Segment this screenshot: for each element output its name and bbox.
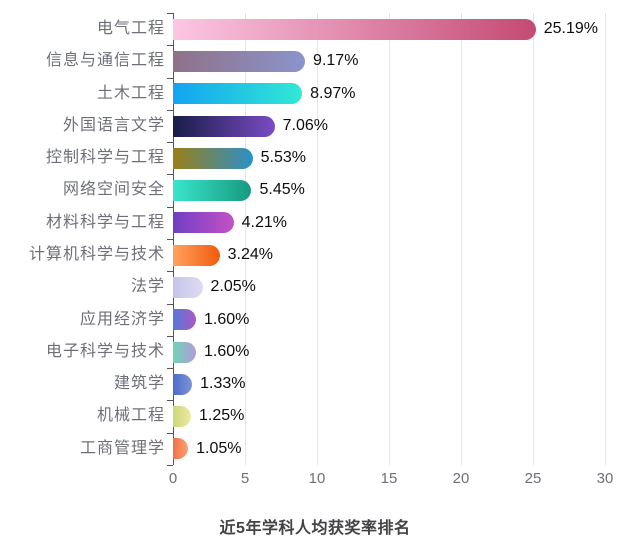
value-label: 8.97% [310,84,356,102]
category-label: 计算机科学与技术 [28,246,165,263]
y-axis-tick [167,432,173,434]
bar-8[interactable] [173,244,220,266]
plot-area [173,13,606,465]
category-label: 电子科学与技术 [45,342,165,360]
category-label: 网络空间安全 [62,181,165,199]
bar-14[interactable] [173,438,189,460]
y-axis-tick [167,239,173,240]
x-axis-tick-label: 10 [308,470,326,487]
bar-9[interactable] [173,276,203,298]
category-label: 建筑学 [113,375,165,393]
value-label: 1.60% [204,310,250,328]
y-axis-tick [167,335,173,337]
y-axis-tick [167,206,173,208]
gridline [245,13,246,465]
category-label: 外国语言文学 [62,116,165,134]
bar-1[interactable] [173,18,536,40]
category-label: 控制科学与工程 [45,149,165,167]
category-label: 电气工程 [96,20,165,37]
y-axis-tick [167,174,173,176]
category-label: 工商管理学 [79,439,165,457]
bar-10[interactable] [173,309,197,331]
bar-4[interactable] [173,115,275,137]
bar-11[interactable] [173,341,197,363]
value-label: 1.60% [204,342,250,360]
value-label: 5.53% [260,149,306,167]
y-axis-tick [167,400,173,402]
x-axis-tick-label: 5 [240,470,250,487]
y-axis-tick [167,368,173,370]
y-axis-tick [167,303,173,305]
y-axis-tick [167,109,173,111]
value-label: 7.06% [282,116,329,134]
category-label: 土木工程 [96,84,165,102]
value-label: 25.19% [543,20,598,37]
bar-12[interactable] [173,373,193,395]
bar-7[interactable] [173,212,234,234]
gridline [533,13,534,465]
x-axis-tick-label: 30 [596,470,614,487]
y-axis-tick [167,13,173,14]
x-axis-tick-label: 15 [380,470,398,487]
x-axis-tick-label: 25 [524,470,542,487]
bar-13[interactable] [173,406,191,428]
y-axis-tick [167,77,173,79]
gridline [461,13,462,465]
value-label: 1.25% [199,407,245,425]
gridline [389,13,390,465]
gridline [317,13,318,465]
x-axis-tick-label: 20 [452,470,470,487]
bar-3[interactable] [173,83,303,105]
category-label: 材料科学与工程 [45,213,165,231]
value-label: 1.33% [200,375,246,393]
category-label: 应用经济学 [79,310,165,328]
x-axis-tick-label: 0 [168,470,178,487]
bar-5[interactable] [173,147,253,169]
bar-6[interactable] [173,180,252,202]
category-label: 机械工程 [96,407,165,425]
bar-2[interactable] [173,50,306,72]
y-axis-tick [167,465,173,466]
y-axis-tick [167,45,173,47]
value-label: 2.05% [210,278,256,296]
value-label: 9.17% [313,52,359,70]
value-label: 1.05% [196,439,242,457]
value-label: 5.45% [259,181,305,199]
value-label: 4.21% [241,213,287,231]
y-axis-line [173,13,174,465]
value-label: 3.24% [227,246,274,263]
y-axis-tick [167,271,173,273]
y-axis-tick [167,142,173,144]
category-label: 法学 [130,278,165,296]
gridline [605,13,606,465]
category-label: 信息与通信工程 [45,52,165,70]
chart-title: 近5年学科人均获奖率排名 [219,520,411,537]
